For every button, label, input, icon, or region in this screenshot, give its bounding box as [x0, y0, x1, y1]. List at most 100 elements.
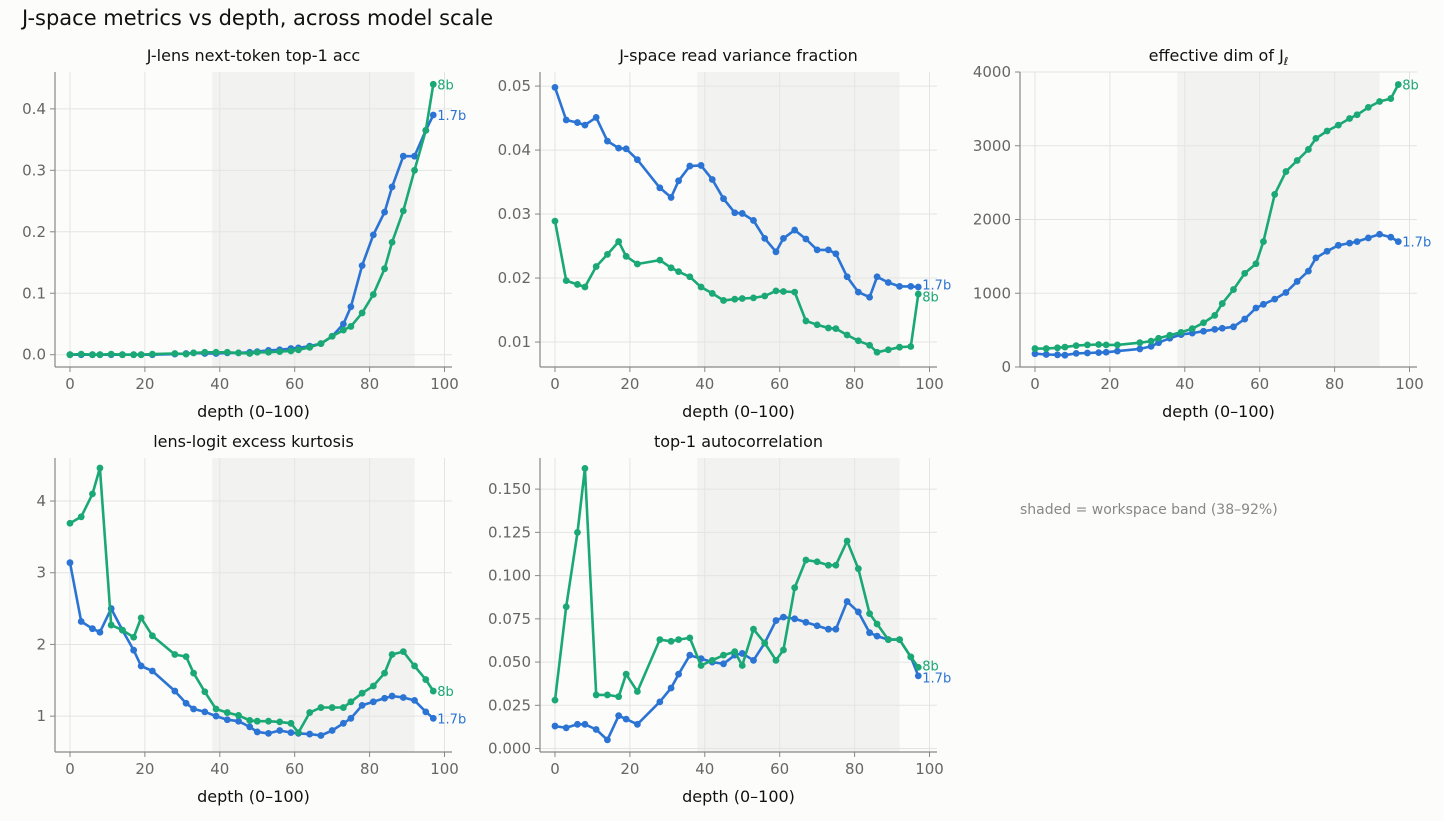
- data-point-1.7b: [1072, 349, 1080, 357]
- data-point-8b: [1200, 319, 1207, 327]
- data-point-1.7b: [1304, 267, 1312, 275]
- x-tick-label: 40: [210, 760, 229, 778]
- data-point-1.7b: [551, 722, 559, 730]
- y-tick-label: 0.05: [498, 77, 531, 95]
- data-point-8b: [854, 565, 862, 573]
- data-point-8b: [328, 332, 336, 340]
- data-point-8b: [896, 636, 903, 643]
- x-tick-label: 20: [620, 375, 639, 393]
- y-tick-label: 0.0: [22, 346, 46, 364]
- data-point-8b: [369, 682, 377, 690]
- data-point-8b: [720, 297, 727, 304]
- data-point-1.7b: [1218, 324, 1226, 332]
- data-point-8b: [253, 348, 261, 356]
- data-point-8b: [265, 717, 272, 725]
- x-tick-label: 0: [1030, 375, 1040, 393]
- workspace-band: [697, 458, 900, 752]
- data-point-8b: [1387, 95, 1395, 102]
- data-point-1.7b: [791, 226, 799, 234]
- y-tick-label: 0.075: [488, 610, 531, 628]
- data-point-1.7b: [675, 670, 682, 678]
- data-point-8b: [802, 556, 810, 564]
- data-point-1.7b: [201, 708, 209, 716]
- data-point-1.7b: [399, 694, 407, 701]
- data-point-1.7b: [720, 660, 727, 668]
- data-point-1.7b: [358, 701, 366, 709]
- data-point-8b: [1364, 104, 1372, 111]
- data-point-8b: [287, 347, 295, 355]
- data-point-1.7b: [738, 210, 746, 217]
- data-point-8b: [780, 646, 787, 654]
- data-point-8b: [896, 343, 903, 351]
- data-point-8b: [171, 651, 179, 658]
- y-tick-label: 1: [36, 707, 46, 725]
- data-point-1.7b: [731, 209, 739, 217]
- data-point-8b: [223, 348, 231, 356]
- data-point-1.7b: [1364, 234, 1372, 242]
- data-point-8b: [1394, 81, 1402, 88]
- data-point-8b: [295, 729, 302, 737]
- data-point-1.7b: [347, 714, 355, 722]
- x-tick-label: 100: [1395, 375, 1424, 393]
- data-point-8b: [1095, 341, 1103, 348]
- data-point-8b: [824, 561, 832, 569]
- data-point-1.7b: [1147, 342, 1155, 350]
- data-point-8b: [201, 348, 209, 356]
- data-point-1.7b: [347, 303, 355, 311]
- chart-title-subscript: ℓ: [1283, 55, 1289, 68]
- data-point-8b: [328, 704, 336, 711]
- data-point-8b: [119, 351, 126, 359]
- data-point-8b: [656, 256, 664, 264]
- x-tick-label: 0: [65, 760, 75, 778]
- data-point-1.7b: [802, 235, 810, 243]
- data-point-8b: [708, 656, 716, 664]
- y-tick-label: 0.4: [22, 100, 46, 118]
- data-point-8b: [551, 696, 559, 704]
- y-tick-label: 0.3: [22, 161, 46, 179]
- x-tick-label: 80: [360, 760, 379, 778]
- data-point-8b: [697, 662, 705, 669]
- data-point-8b: [708, 290, 716, 297]
- data-point-8b: [1042, 345, 1050, 352]
- data-point-1.7b: [667, 684, 675, 692]
- data-point-1.7b: [1200, 327, 1207, 335]
- data-point-1.7b: [813, 246, 821, 254]
- data-point-8b: [1102, 341, 1110, 349]
- data-point-8b: [1353, 111, 1361, 119]
- data-point-8b: [212, 705, 220, 713]
- data-point-1.7b: [1353, 238, 1361, 246]
- data-point-1.7b: [854, 608, 862, 616]
- data-point-1.7b: [381, 208, 388, 216]
- data-point-8b: [562, 603, 570, 611]
- data-point-8b: [276, 348, 284, 356]
- data-point-8b: [780, 288, 787, 295]
- data-point-8b: [77, 513, 85, 521]
- y-tick-label: 2: [36, 635, 46, 653]
- data-point-8b: [89, 351, 96, 359]
- x-tick-label: 60: [285, 760, 304, 778]
- data-point-1.7b: [1312, 254, 1320, 262]
- data-point-8b: [235, 349, 242, 357]
- data-point-1.7b: [604, 736, 611, 744]
- data-point-1.7b: [388, 183, 396, 191]
- data-point-8b: [339, 704, 347, 711]
- data-point-1.7b: [190, 705, 197, 713]
- chart-title: top-1 autocorrelation: [654, 432, 823, 451]
- data-point-1.7b: [914, 672, 922, 680]
- data-point-8b: [182, 350, 190, 358]
- x-tick-label: 0: [550, 375, 560, 393]
- data-point-8b: [731, 648, 739, 656]
- data-point-8b: [738, 295, 746, 302]
- data-point-1.7b: [1376, 230, 1383, 238]
- data-point-8b: [182, 653, 190, 661]
- data-point-1.7b: [1293, 278, 1301, 285]
- data-point-8b: [1188, 325, 1196, 333]
- x-tick-label: 40: [1175, 375, 1194, 393]
- series-end-label: 8b: [1402, 79, 1419, 94]
- data-point-1.7b: [791, 615, 799, 623]
- data-point-1.7b: [1211, 325, 1219, 333]
- data-point-1.7b: [317, 732, 325, 739]
- data-point-1.7b: [381, 694, 388, 702]
- data-point-1.7b: [622, 145, 630, 153]
- data-point-1.7b: [761, 234, 769, 242]
